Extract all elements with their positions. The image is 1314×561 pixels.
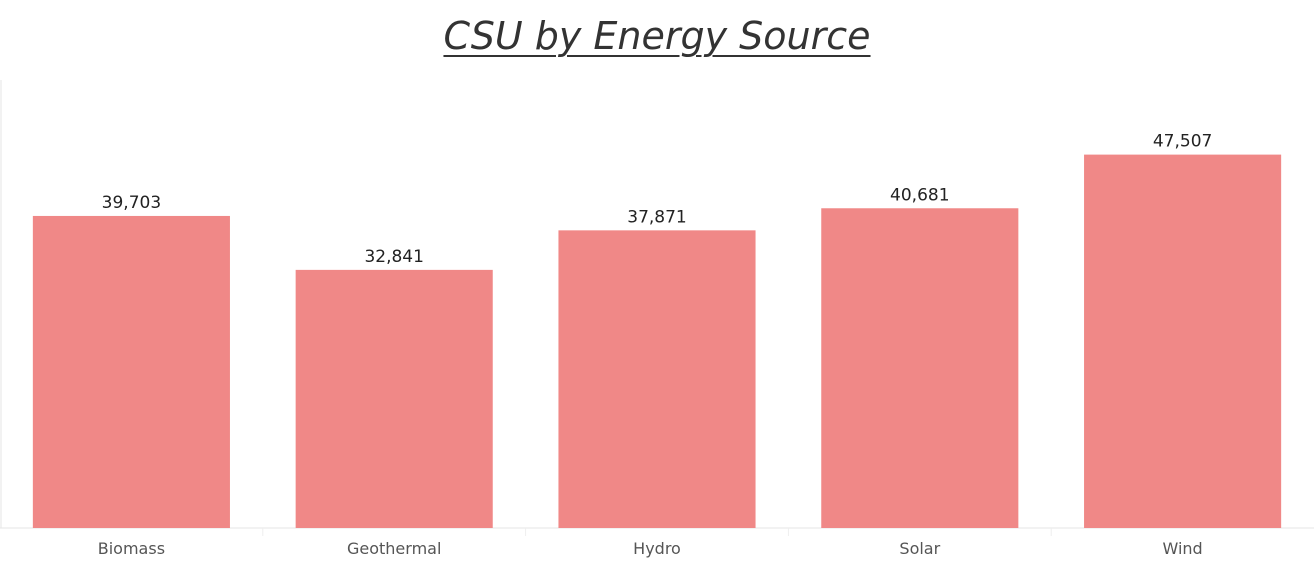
x-tick-label-geothermal: Geothermal [347, 539, 441, 558]
bar-wind[interactable] [1084, 154, 1282, 529]
x-tick-label-biomass: Biomass [98, 539, 165, 558]
data-label-biomass: 39,703 [102, 193, 161, 213]
x-tick-label-hydro: Hydro [633, 539, 681, 558]
x-tick-label-solar: Solar [899, 539, 940, 558]
chart-title: CSU by Energy Source [443, 14, 871, 58]
bar-hydro[interactable] [558, 230, 756, 528]
bar-solar[interactable] [821, 208, 1019, 529]
data-label-geothermal: 32,841 [364, 247, 423, 267]
bar-geothermal[interactable] [295, 269, 493, 528]
bars-group: 39,703 Biomass 32,841 Geothermal 37,871 Hydro… [32, 132, 1282, 558]
data-label-hydro: 37,871 [627, 207, 686, 227]
bar-biomass[interactable] [32, 215, 230, 528]
x-tick-label-wind: Wind [1162, 539, 1202, 558]
data-label-wind: 47,507 [1153, 132, 1212, 152]
data-label-solar: 40,681 [890, 185, 949, 205]
